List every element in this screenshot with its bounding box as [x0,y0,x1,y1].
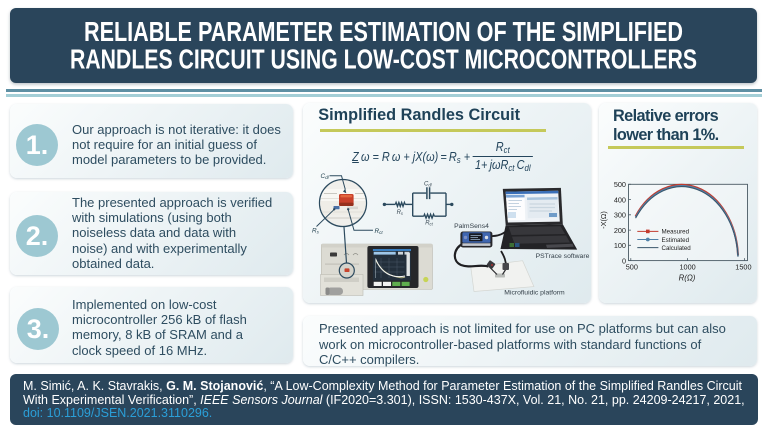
svg-text:1500: 1500 [735,263,751,272]
svg-text:-X(Ω): -X(Ω) [599,211,608,229]
svg-text:100: 100 [614,241,626,250]
svg-text:RANDLES CIRCUIT USING LOW-COST: RANDLES CIRCUIT USING LOW-COST MICROCONT… [70,44,697,75]
svg-text:RELIABLE PARAMETER ESTIMATION: RELIABLE PARAMETER ESTIMATION OF THE SIM… [84,17,683,48]
svg-text:PSTrace software: PSTrace software [536,253,590,260]
svg-text:500: 500 [626,263,638,272]
svg-text:Microfluidic platform: Microfluidic platform [504,290,565,297]
svg-text:300: 300 [614,211,626,220]
svg-text:Measured: Measured [662,229,690,236]
svg-text:0: 0 [622,256,626,265]
svg-text:1000: 1000 [679,263,695,272]
svg-text:500: 500 [614,180,626,189]
svg-text:Calculated: Calculated [662,245,692,252]
svg-text:Estimated: Estimated [662,237,690,244]
svg-text:200: 200 [614,226,626,235]
svg-text:Rct: Rct [425,221,433,227]
svg-text:R(Ω): R(Ω) [679,274,696,283]
svg-text:Cdl: Cdl [424,181,433,187]
svg-text:Cdl: Cdl [321,173,330,180]
svg-text:Rs: Rs [312,228,320,235]
svg-text:PalmSens4: PalmSens4 [454,223,489,230]
svg-text:Rct: Rct [375,228,384,235]
svg-text:400: 400 [614,195,626,204]
svg-text:Rs: Rs [397,210,404,216]
